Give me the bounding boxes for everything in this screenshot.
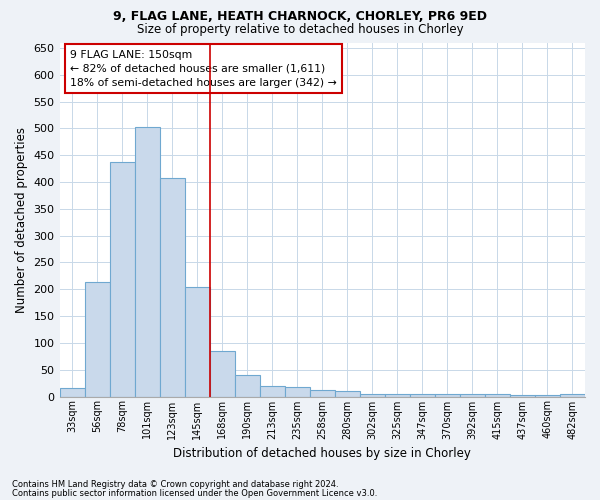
Bar bbox=[485, 394, 510, 396]
Text: 9, FLAG LANE, HEATH CHARNOCK, CHORLEY, PR6 9ED: 9, FLAG LANE, HEATH CHARNOCK, CHORLEY, P… bbox=[113, 10, 487, 23]
Text: Contains public sector information licensed under the Open Government Licence v3: Contains public sector information licen… bbox=[12, 488, 377, 498]
Bar bbox=[310, 390, 335, 396]
Bar bbox=[285, 387, 310, 396]
Text: 9 FLAG LANE: 150sqm
← 82% of detached houses are smaller (1,611)
18% of semi-det: 9 FLAG LANE: 150sqm ← 82% of detached ho… bbox=[70, 50, 337, 88]
Bar bbox=[535, 395, 560, 396]
Bar bbox=[160, 178, 185, 396]
Bar bbox=[460, 394, 485, 396]
Bar bbox=[510, 395, 535, 396]
Bar bbox=[59, 388, 85, 396]
Bar bbox=[560, 394, 585, 396]
Bar bbox=[410, 394, 435, 396]
Bar bbox=[260, 386, 285, 396]
Bar bbox=[235, 375, 260, 396]
Bar bbox=[110, 162, 134, 396]
Bar bbox=[385, 394, 410, 396]
Text: Contains HM Land Registry data © Crown copyright and database right 2024.: Contains HM Land Registry data © Crown c… bbox=[12, 480, 338, 489]
X-axis label: Distribution of detached houses by size in Chorley: Distribution of detached houses by size … bbox=[173, 447, 471, 460]
Bar bbox=[85, 282, 110, 397]
Y-axis label: Number of detached properties: Number of detached properties bbox=[15, 126, 28, 312]
Bar bbox=[435, 394, 460, 396]
Bar bbox=[335, 391, 360, 396]
Bar bbox=[185, 286, 209, 397]
Bar bbox=[360, 394, 385, 396]
Bar bbox=[134, 126, 160, 396]
Text: Size of property relative to detached houses in Chorley: Size of property relative to detached ho… bbox=[137, 22, 463, 36]
Bar bbox=[209, 351, 235, 397]
